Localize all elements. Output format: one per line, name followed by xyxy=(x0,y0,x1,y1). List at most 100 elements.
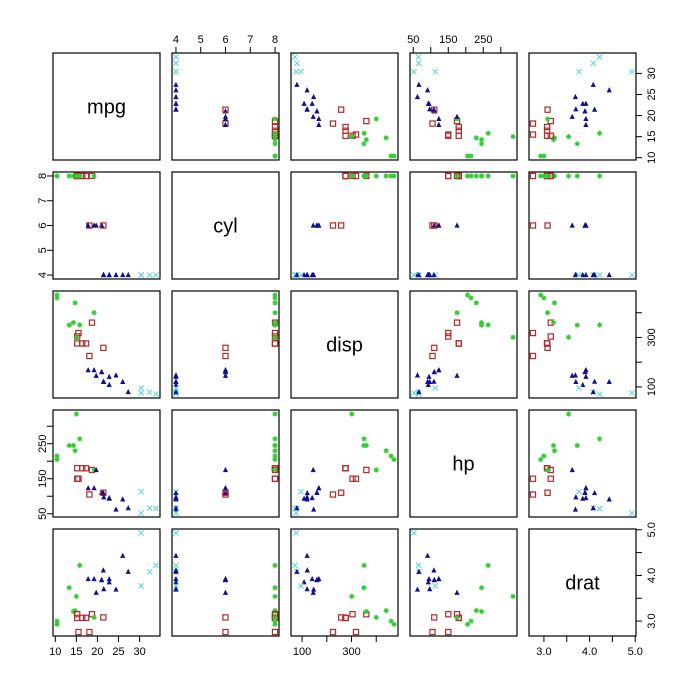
tick-label: 100 xyxy=(293,646,311,658)
square-point xyxy=(543,340,551,347)
tick-label: 8 xyxy=(272,34,278,46)
triangle-point xyxy=(113,586,119,592)
x-point xyxy=(411,68,417,75)
triangle-point xyxy=(113,271,119,278)
asterisk-point xyxy=(272,436,278,442)
square-point xyxy=(329,222,337,229)
tick-label: 4 xyxy=(37,272,49,278)
square-point xyxy=(445,611,452,618)
x-point xyxy=(576,272,583,278)
triangle-point xyxy=(91,575,97,582)
asterisk-point xyxy=(541,295,547,301)
triangle-point xyxy=(310,113,316,119)
variable-label: mpg xyxy=(87,97,126,119)
x-point xyxy=(153,562,159,569)
tick-label: 15 xyxy=(70,646,82,658)
triangle-point xyxy=(436,222,442,228)
triangle-point xyxy=(93,222,99,228)
triangle-point xyxy=(222,372,229,378)
asterisk-point xyxy=(73,334,79,340)
asterisk-point xyxy=(272,334,278,340)
square-point xyxy=(529,120,537,127)
square-point xyxy=(342,614,349,622)
x-point xyxy=(146,505,153,512)
triangle-point xyxy=(591,378,598,384)
asterisk-point xyxy=(54,453,60,459)
asterisk-point xyxy=(91,173,97,179)
asterisk-point xyxy=(363,136,369,143)
tick-label: 150 xyxy=(37,470,49,488)
triangle-point xyxy=(583,271,589,278)
square-point xyxy=(543,127,551,134)
square-point xyxy=(82,465,90,472)
triangle-point xyxy=(173,579,179,585)
x-point xyxy=(293,68,300,75)
triangle-point xyxy=(85,575,91,582)
axis-bottom-drat: 3.0 4.0 5.0 xyxy=(536,635,643,658)
triangle-point xyxy=(222,485,229,491)
square-point xyxy=(222,491,229,498)
asterisk-point xyxy=(551,173,558,179)
asterisk-point xyxy=(485,562,491,568)
square-point xyxy=(529,329,537,337)
asterisk-point xyxy=(272,585,278,591)
asterisk-point xyxy=(272,411,278,417)
square-point xyxy=(100,222,107,229)
x-point xyxy=(629,68,635,75)
asterisk-point xyxy=(473,300,479,306)
triangle-point xyxy=(311,93,317,100)
panel-frame xyxy=(171,409,280,518)
x-point xyxy=(173,60,179,67)
panel-cyl-vs-drat xyxy=(528,171,637,280)
variable-label: cyl xyxy=(213,216,237,238)
triangle-point xyxy=(301,100,307,106)
triangle-point xyxy=(93,589,99,595)
asterisk-point xyxy=(538,292,544,298)
square-point xyxy=(337,614,345,621)
triangle-point xyxy=(426,373,432,379)
square-point xyxy=(73,340,81,347)
triangle-point xyxy=(573,106,579,112)
triangle-point xyxy=(454,589,460,595)
triangle-point xyxy=(316,222,322,228)
triangle-point xyxy=(106,579,112,585)
triangle-point xyxy=(173,106,179,112)
triangle-point xyxy=(425,381,431,388)
asterisk-point xyxy=(510,593,516,600)
panel-hp-vs-mpg xyxy=(52,409,161,518)
asterisk-point xyxy=(388,453,394,459)
tick-label: 50 xyxy=(407,34,419,46)
triangle-point xyxy=(304,567,310,573)
tick-label: 3.0 xyxy=(646,613,658,628)
triangle-point xyxy=(93,372,99,378)
asterisk-point xyxy=(361,141,367,147)
square-point xyxy=(529,222,537,229)
asterisk-point xyxy=(510,334,516,340)
asterisk-point xyxy=(349,593,355,600)
asterisk-point xyxy=(538,456,544,463)
triangle-point xyxy=(590,81,596,87)
asterisk-point xyxy=(361,442,367,449)
square-point xyxy=(431,614,438,621)
asterisk-point xyxy=(272,153,278,159)
asterisk-point xyxy=(272,621,278,627)
variable-label: disp xyxy=(326,335,363,357)
asterisk-point xyxy=(544,116,551,122)
square-point xyxy=(222,352,229,360)
axis-left-hp: 50 150 250 xyxy=(37,425,54,520)
panel-mpg-vs-drat xyxy=(528,52,637,161)
panel-frame xyxy=(409,171,518,280)
triangle-point xyxy=(583,222,589,228)
asterisk-point xyxy=(272,593,278,600)
tick-label: 25 xyxy=(646,88,658,100)
square-point xyxy=(431,344,438,352)
square-point xyxy=(271,340,279,347)
triangle-point xyxy=(309,100,315,106)
panel-frame xyxy=(409,290,518,399)
square-point xyxy=(349,132,356,140)
square-point xyxy=(342,132,349,140)
x-point xyxy=(629,510,635,516)
asterisk-point xyxy=(54,292,60,298)
asterisk-point xyxy=(54,618,60,624)
